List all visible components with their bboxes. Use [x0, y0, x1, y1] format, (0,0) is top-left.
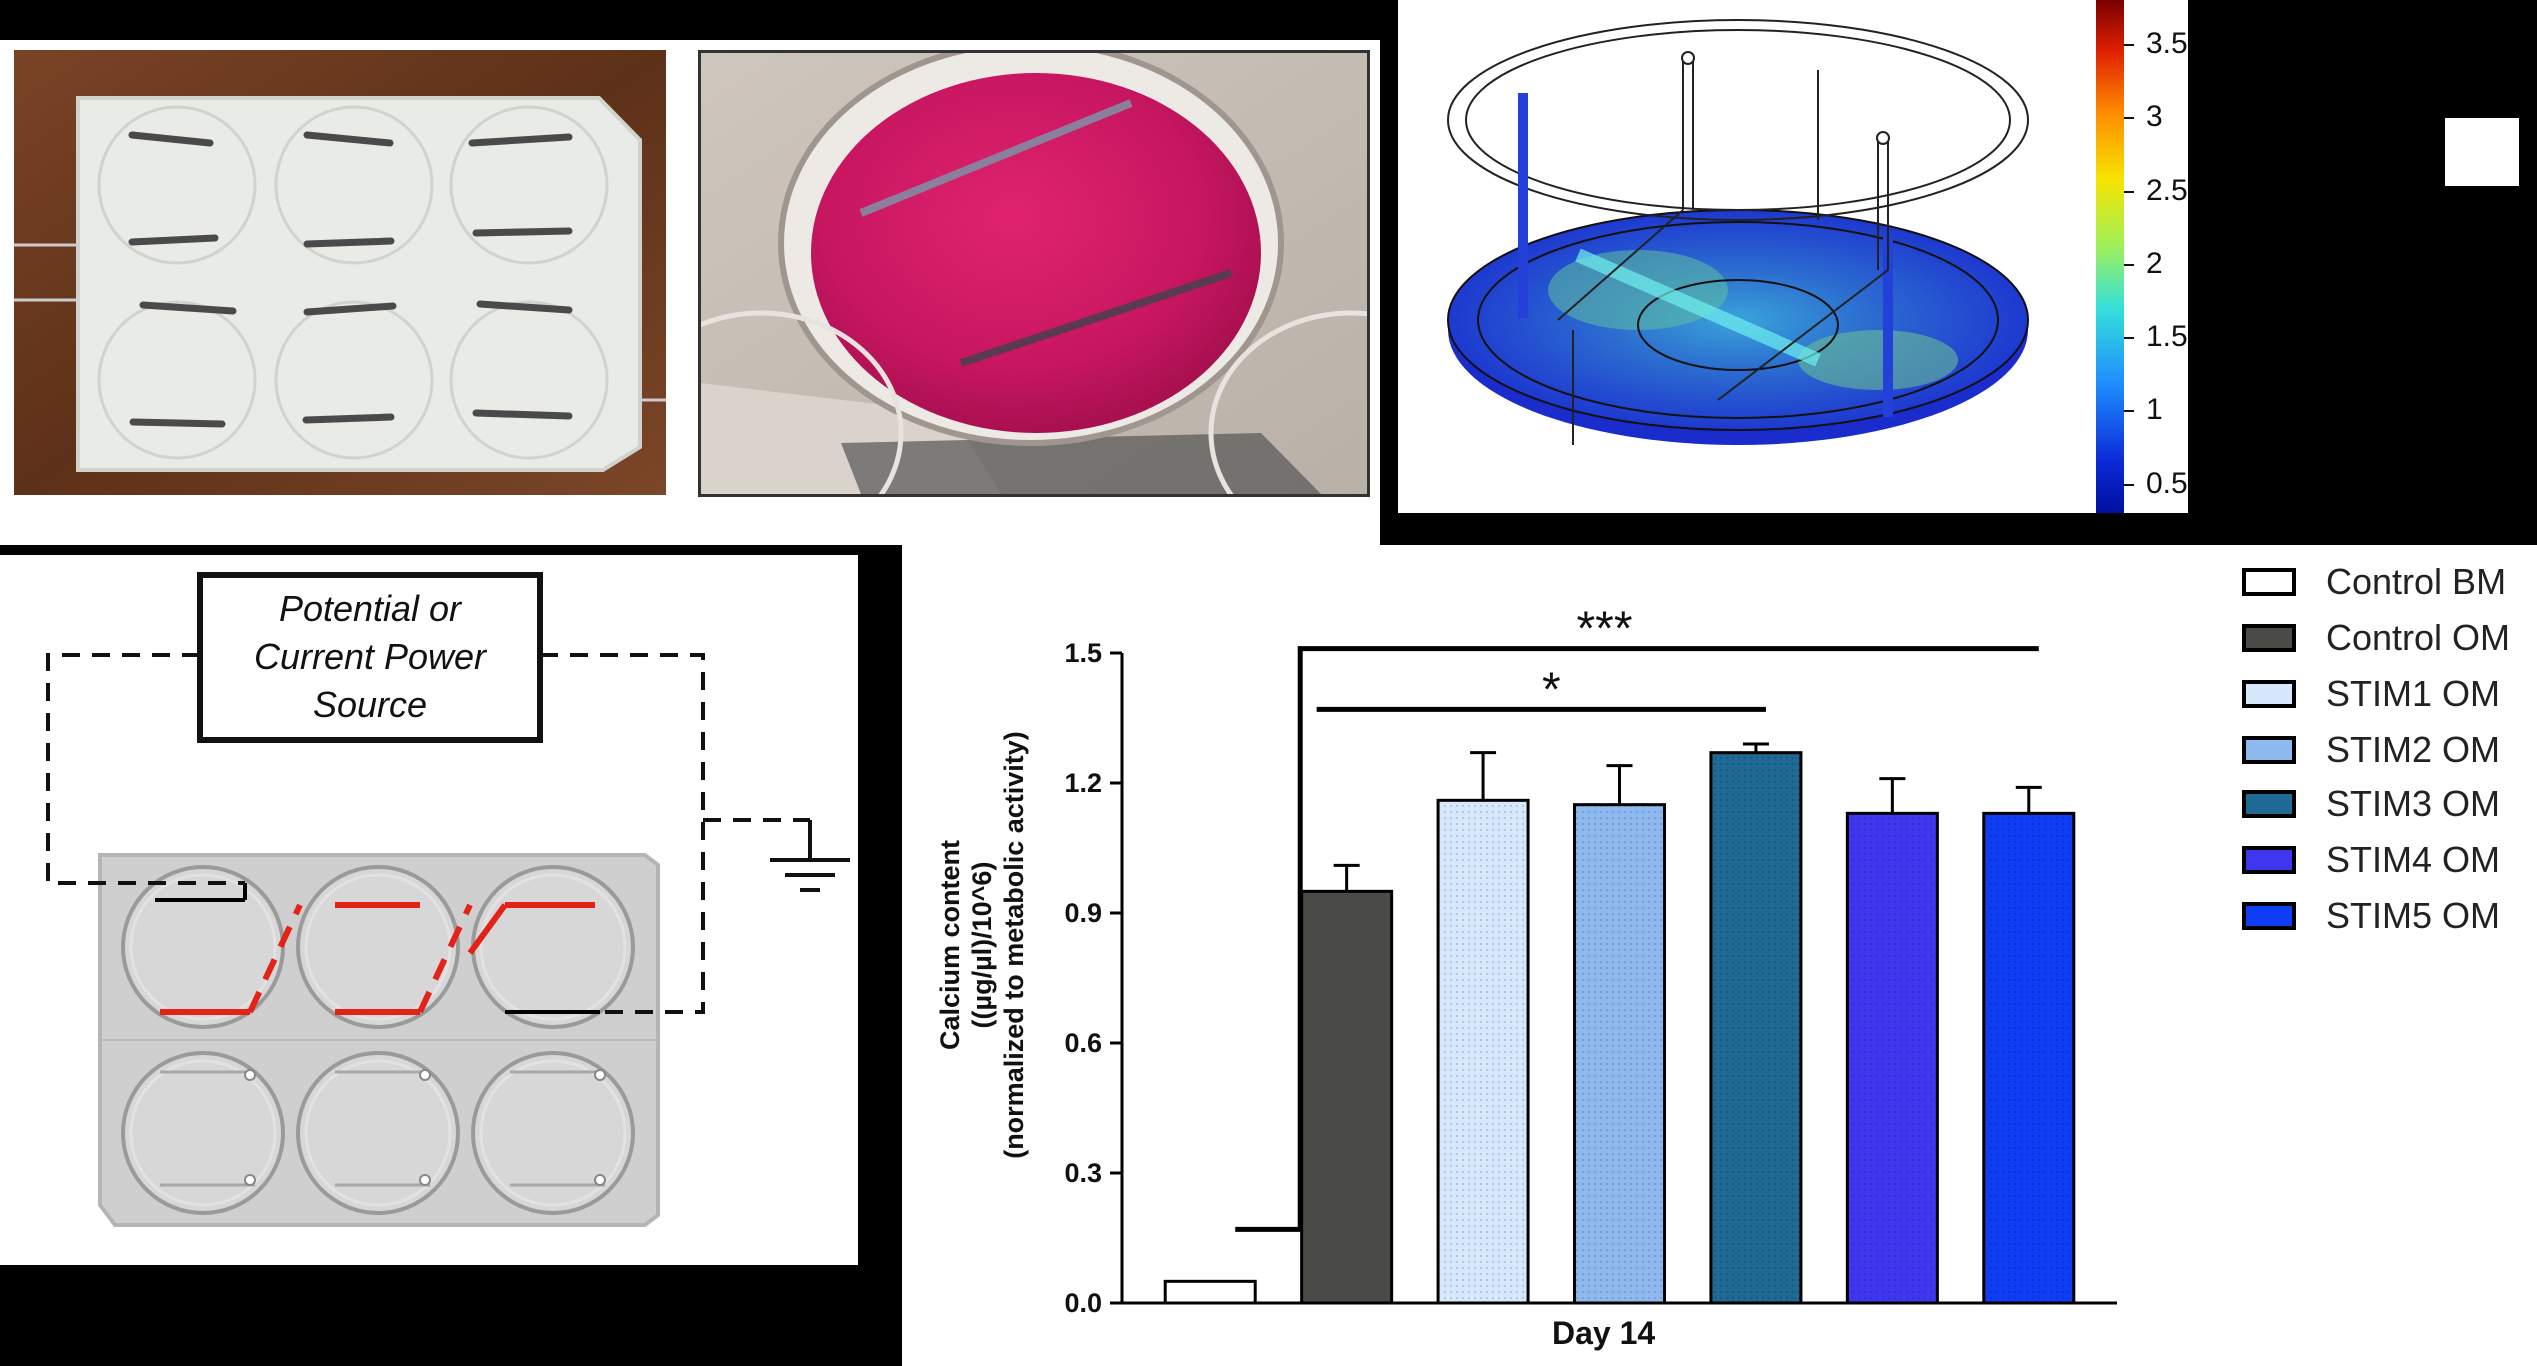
colorbar-tick-label: 1: [2146, 393, 2163, 427]
legend-label: STIM1 OM: [2326, 673, 2501, 714]
schematic-panel: Potential or Current Power Source: [0, 555, 858, 1265]
photo-panel: [0, 40, 1380, 545]
legend-label: STIM2 OM: [2326, 729, 2501, 770]
legend-swatch: [2242, 790, 2296, 818]
significance-label: *: [1542, 663, 1561, 716]
x-axis-label: Day 14: [1552, 1315, 1656, 1351]
bar-texture: [1438, 800, 1529, 1303]
legend-item: Control OM: [2242, 613, 2510, 663]
legend-label: STIM3 OM: [2326, 783, 2501, 824]
colorbar-tick-label: 3.5: [2146, 26, 2188, 60]
calcium-bar-chart: 0.00.30.60.91.21.5 ****: [1064, 603, 2117, 1318]
legend-swatch: [2242, 624, 2296, 652]
colorbar-tick-label: 3: [2146, 100, 2163, 134]
significance-bracket: [1235, 646, 2039, 1232]
legend-label: Control BM: [2326, 561, 2507, 602]
legend-item: STIM5 OM: [2242, 891, 2500, 941]
colorbar-tick-mark: [2124, 337, 2134, 340]
culture-well-photo: [618, 40, 1380, 545]
legend-swatch: [2242, 736, 2296, 764]
colorbar-gradient: [2096, 0, 2124, 513]
colorbar-tick-label: 2.5: [2146, 173, 2188, 207]
y-tick-label: 0.9: [1064, 898, 1102, 928]
colorbar-tick-mark: [2124, 263, 2134, 266]
legend-item: STIM2 OM: [2242, 725, 2500, 775]
y-tick-label: 1.5: [1064, 638, 1102, 668]
legend-swatch: [2242, 568, 2296, 596]
y-axis-label-line: (normalized to metabolic activity): [999, 731, 1029, 1159]
colorbar-tick-mark: [2124, 410, 2134, 413]
colorbar-tick-mark: [2124, 190, 2134, 193]
legend: Control BM Control OM STIM1 OM STIM2 OM STIM…: [2242, 545, 2537, 1015]
legend-item: STIM1 OM: [2242, 669, 2500, 719]
y-axis-label-line: ((µg/µl)/10^6): [967, 861, 997, 1029]
bar: [1163, 1279, 1257, 1305]
colorbar-tick-label: 1.5: [2146, 320, 2188, 354]
bar: [1300, 889, 1394, 1305]
colorbar: 3.5 3 2.5 2 1.5 1 0.5: [2086, 0, 2188, 513]
legend-label: Control OM: [2326, 617, 2511, 658]
colorbar-tick-mark: [2124, 43, 2134, 46]
legend-swatch: [2242, 846, 2296, 874]
legend-item: STIM4 OM: [2242, 835, 2500, 885]
legend-swatch: [2242, 902, 2296, 930]
y-tick-label: 0.0: [1064, 1288, 1102, 1318]
white-square: [2445, 118, 2519, 186]
legend-item: STIM3 OM: [2242, 779, 2500, 829]
circuit-diagram: [46, 572, 850, 1227]
y-axis-label-line: Calcium content: [935, 839, 965, 1051]
field-simulation-3d: [1447, 19, 2029, 445]
bar-texture: [1574, 804, 1665, 1303]
y-tick-label: 1.2: [1064, 768, 1102, 798]
colorbar-tick-mark: [2124, 483, 2134, 486]
power-source-label: Potential or Current Power Source: [253, 588, 487, 725]
power-source-box: [197, 572, 543, 743]
bar-texture: [1710, 752, 1801, 1303]
well-plate-photo: [14, 50, 666, 495]
y-tick-label: 0.6: [1064, 1028, 1102, 1058]
bar-texture: [1847, 813, 1938, 1303]
colorbar-tick-label: 0.5: [2146, 466, 2188, 500]
legend-label: STIM5 OM: [2326, 895, 2501, 936]
y-tick-label: 0.3: [1064, 1158, 1102, 1188]
legend-item: Control BM: [2242, 557, 2506, 607]
chart-panel: 0.0 0.3 0.6 0.9 1.2 1.5 *** * Calcium content (…: [902, 545, 2537, 1366]
colorbar-tick-label: 2: [2146, 246, 2163, 280]
simulation-panel: 3.5 3 2.5 2 1.5 1 0.5: [1398, 0, 2188, 513]
bar-texture: [1983, 813, 2074, 1303]
ground-symbol: [770, 820, 850, 892]
significance-label: ***: [1576, 603, 1632, 656]
legend-swatch: [2242, 680, 2296, 708]
legend-label: STIM4 OM: [2326, 839, 2501, 880]
colorbar-tick-mark: [2124, 117, 2134, 120]
